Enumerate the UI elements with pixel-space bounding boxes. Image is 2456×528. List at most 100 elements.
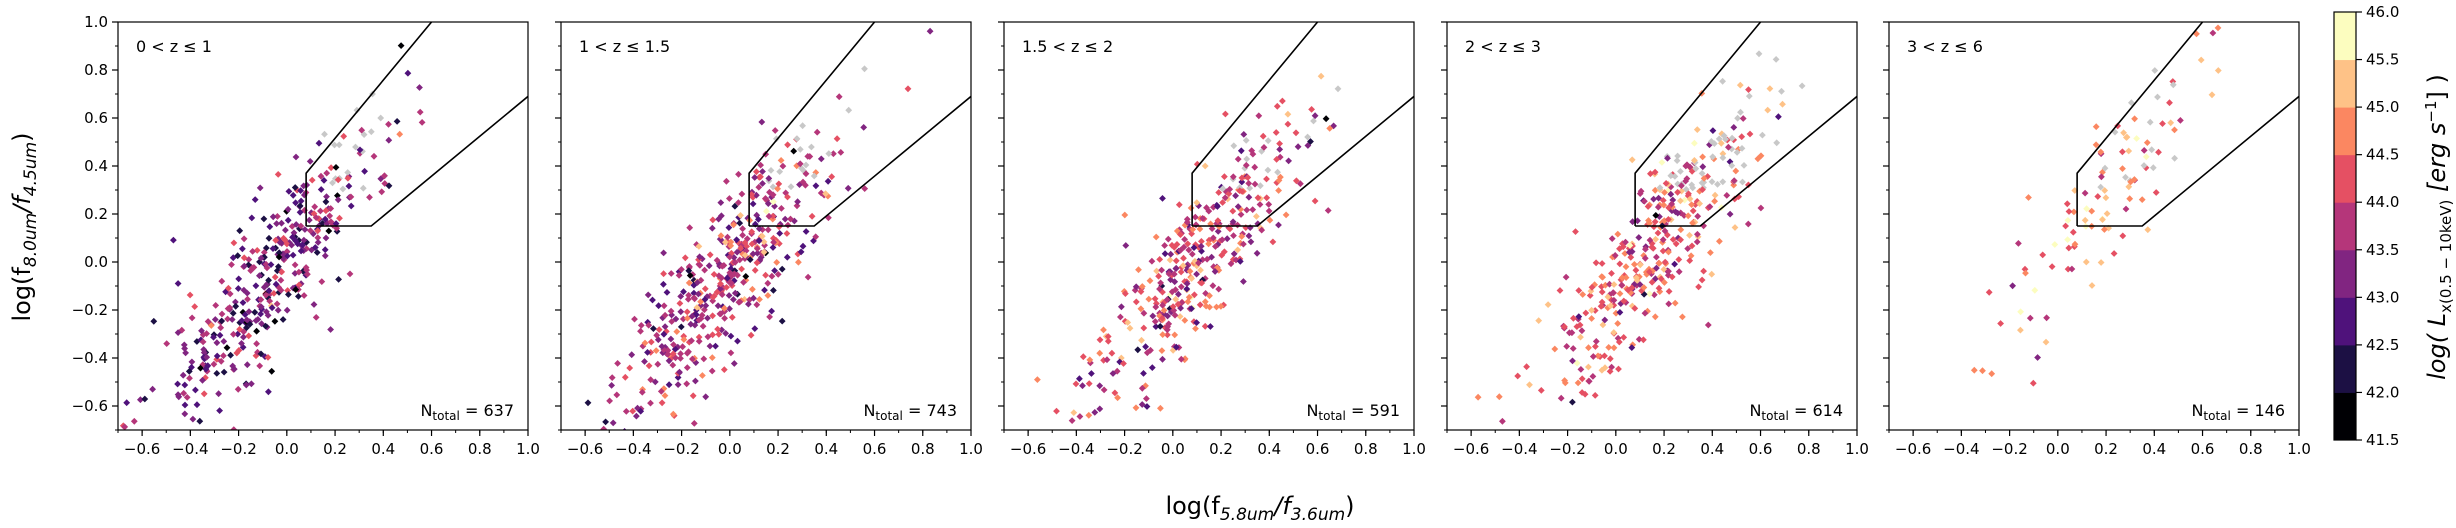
scatter-point xyxy=(660,302,668,310)
scatter-point xyxy=(806,153,814,160)
scatter-point xyxy=(1265,201,1273,208)
scatter-point xyxy=(311,244,319,251)
scatter-point xyxy=(216,407,223,414)
scatter-point xyxy=(748,240,756,248)
scatter-point xyxy=(416,84,423,91)
scatter-point xyxy=(1232,192,1239,200)
scatter-point xyxy=(235,347,243,354)
scatter-point xyxy=(1193,270,1200,278)
scatter-point xyxy=(1628,156,1636,164)
scatter-point xyxy=(696,253,703,261)
scatter-point xyxy=(1254,194,1262,202)
scatter-point xyxy=(1096,405,1104,413)
scatter-point xyxy=(1711,191,1719,199)
scatter-point xyxy=(1211,268,1219,275)
scatter-point xyxy=(1618,281,1626,289)
y-tick-label: 0.8 xyxy=(84,61,108,79)
scatter-point xyxy=(274,306,282,314)
scatter-point xyxy=(224,315,231,323)
scatter-point xyxy=(240,235,248,243)
scatter-point xyxy=(332,164,340,171)
scatter-point xyxy=(340,132,348,140)
scatter-point xyxy=(1700,267,1707,275)
scatter-point xyxy=(211,316,219,323)
scatter-point xyxy=(1699,163,1707,171)
scatter-point xyxy=(284,205,292,213)
scatter-point xyxy=(1245,232,1253,240)
scatter-point xyxy=(271,317,279,325)
scatter-point xyxy=(1616,290,1624,297)
scatter-point xyxy=(1620,334,1628,341)
scatter-point xyxy=(652,347,660,354)
scatter-point xyxy=(1085,380,1093,387)
scatter-point xyxy=(292,153,300,161)
scatter-point xyxy=(1334,85,1342,93)
scatter-point xyxy=(329,179,336,187)
scatter-point xyxy=(1215,285,1223,293)
scatter-point xyxy=(1667,172,1675,180)
scatter-point xyxy=(702,302,710,309)
scatter-point xyxy=(1640,284,1648,291)
scatter-point xyxy=(212,302,220,309)
scatter-point xyxy=(1574,379,1582,387)
scatter-point xyxy=(1726,210,1734,218)
colorbar-tick-label: 45.5 xyxy=(2366,51,2399,69)
scatter-point xyxy=(228,316,236,323)
colorbar-tick-label: 44.5 xyxy=(2366,146,2399,164)
x-tick-label: −0.6 xyxy=(124,440,160,458)
scatter-point xyxy=(1653,264,1660,272)
scatter-point xyxy=(1068,417,1076,424)
scatter-point xyxy=(713,256,721,264)
scatter-point xyxy=(360,131,368,138)
scatter-point xyxy=(1205,207,1213,215)
scatter-point xyxy=(1695,283,1702,291)
scatter-point xyxy=(2025,194,2032,201)
scatter-point xyxy=(759,168,766,175)
scatter-point xyxy=(1719,178,1727,186)
scatter-point xyxy=(1096,382,1104,390)
scatter-point xyxy=(2143,139,2151,146)
scatter-point xyxy=(1158,347,1166,354)
scatter-point xyxy=(241,262,248,270)
panel-4: −0.6 −0.4 −0.2 0.0 0.2 0.4 0.6 0.8 1.0 2 < z ≤ 3 N… xyxy=(1441,21,1869,458)
scatter-point xyxy=(1572,228,1579,235)
scatter-point xyxy=(728,313,736,321)
scatter-point xyxy=(796,146,804,153)
scatter-point xyxy=(631,315,638,323)
scatter-point xyxy=(569,506,576,513)
scatter-point xyxy=(181,401,189,409)
scatter-point xyxy=(776,230,784,237)
scatter-point xyxy=(1322,115,1330,123)
scatter-point xyxy=(1562,273,1570,281)
scatter-point xyxy=(271,273,279,281)
scatter-point xyxy=(2119,148,2126,156)
scatter-point xyxy=(1544,301,1552,308)
scatter-point xyxy=(1175,290,1182,298)
scatter-point xyxy=(273,300,281,308)
scatter-point xyxy=(2081,189,2089,197)
scatter-point xyxy=(277,276,285,284)
scatter-point xyxy=(1151,295,1159,303)
scatter-point xyxy=(1158,314,1166,322)
scatter-point xyxy=(1745,86,1752,93)
scatter-point xyxy=(808,212,816,220)
scatter-point xyxy=(783,253,791,261)
scatter-point xyxy=(608,374,616,381)
scatter-point xyxy=(1740,162,1748,169)
scatter-point xyxy=(1227,260,1235,268)
scatter-point xyxy=(775,223,783,231)
scatter-point xyxy=(331,141,338,149)
scatter-point xyxy=(149,385,156,393)
colorbar-segment xyxy=(2334,297,2356,346)
scatter-point xyxy=(735,170,742,178)
scatter-point xyxy=(2214,24,2222,32)
scatter-point xyxy=(296,202,304,210)
scatter-point xyxy=(2098,173,2105,181)
scatter-point xyxy=(1157,279,1164,287)
scatter-point xyxy=(1667,190,1675,198)
scatter-point xyxy=(1606,368,1614,375)
scatter-point xyxy=(160,487,167,494)
scatter-points xyxy=(1474,50,1806,425)
scatter-point xyxy=(1656,184,1664,192)
scatter-point xyxy=(314,239,322,246)
